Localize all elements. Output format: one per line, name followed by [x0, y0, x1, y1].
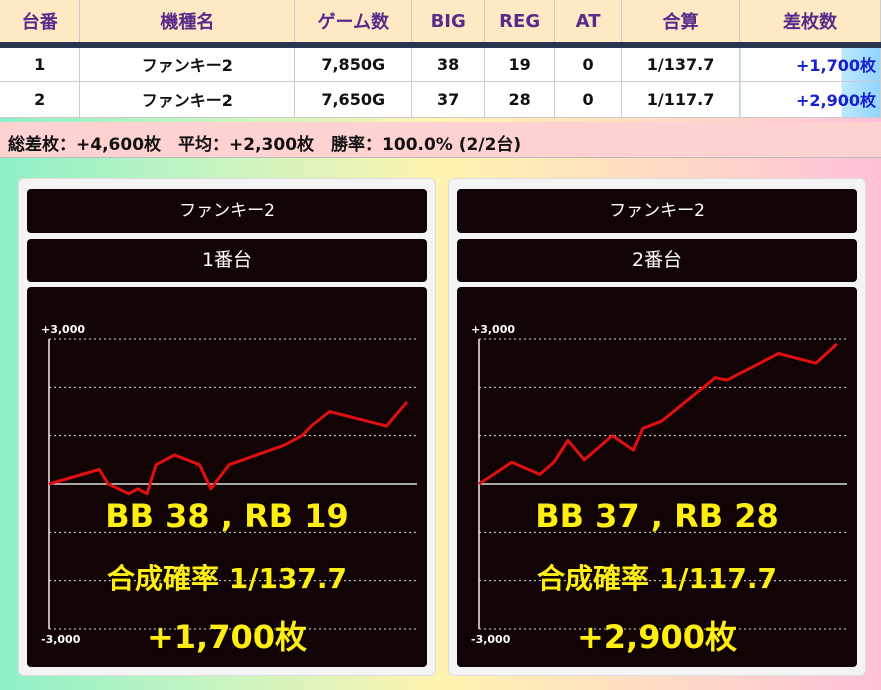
table-cell: 38	[411, 45, 486, 82]
table-cell: 7,850G	[294, 45, 413, 82]
unit-number-bar: 1番台	[27, 239, 427, 282]
probability-label: 合成確率 1/137.7	[106, 562, 348, 595]
table-cell: 0	[554, 45, 623, 82]
diff-label: +2,900枚	[576, 618, 738, 656]
table-cell: +1,700枚	[739, 45, 881, 82]
slump-chart: +3,000 -3,000 BB 38 , RB 19 合成確率 1/137.7 …	[27, 287, 427, 667]
column-header[interactable]: AT	[554, 0, 623, 48]
table-cell: 0	[554, 81, 623, 118]
table-cell: 1/117.7	[621, 81, 741, 118]
table-cell: 28	[484, 81, 556, 118]
unit-number-bar: 2番台	[457, 239, 857, 282]
probability-label: 合成確率 1/117.7	[536, 562, 778, 595]
table-cell: ファンキー2	[79, 45, 296, 82]
table-cell: 1	[0, 45, 81, 82]
series-line	[48, 400, 409, 496]
table-row[interactable]: 1 ファンキー2 7,850G 38 19 0 1/137.7 +1,700枚	[0, 45, 881, 82]
table-cell: 7,650G	[294, 81, 413, 118]
column-header[interactable]: 台番	[0, 0, 81, 48]
bb-rb-label: BB 37 , RB 28	[535, 497, 779, 535]
y-tick-label: +3,000	[471, 323, 515, 336]
panel-unit-1: ファンキー2 1番台 +3,000 -3,000 BB 38 , RB 19 合成…	[18, 178, 436, 676]
y-tick-label: -3,000	[41, 633, 81, 646]
table-row[interactable]: 2 ファンキー2 7,650G 37 28 0 1/117.7 +2,900枚	[0, 81, 881, 118]
table-cell: 2	[0, 81, 81, 118]
y-tick-label: -3,000	[471, 633, 511, 646]
bb-rb-label: BB 38 , RB 19	[105, 497, 349, 535]
column-header[interactable]: ゲーム数	[294, 0, 413, 48]
table-cell: 19	[484, 45, 556, 82]
machine-name-bar: ファンキー2	[457, 189, 857, 233]
series-line	[478, 342, 839, 486]
results-table: 台番 機種名 ゲーム数 BIG REG AT 合算 差枚数 1 ファンキー2 7,850G 38 19…	[0, 0, 881, 118]
machine-name-bar: ファンキー2	[27, 189, 427, 233]
chart-svg: +3,000 -3,000	[41, 323, 417, 646]
chart-svg: +3,000 -3,000	[471, 323, 847, 646]
column-header[interactable]: 差枚数	[739, 0, 881, 48]
panel-unit-2: ファンキー2 2番台 +3,000 -3,000 BB 37 , RB 28 合成…	[448, 178, 866, 676]
y-tick-label: +3,000	[41, 323, 85, 336]
table-cell: 37	[411, 81, 486, 118]
diff-label: +1,700枚	[146, 618, 308, 656]
summary-bar: 総差枚：+4,600枚 平均：+2,300枚 勝率：100.0% (2/2台)	[0, 122, 881, 158]
column-header[interactable]: 合算	[621, 0, 741, 48]
slump-chart: +3,000 -3,000 BB 37 , RB 28 合成確率 1/117.7 …	[457, 287, 857, 667]
column-header[interactable]: BIG	[411, 0, 486, 48]
column-header[interactable]: REG	[484, 0, 556, 48]
column-header[interactable]: 機種名	[79, 0, 296, 48]
table-cell: 1/137.7	[621, 45, 741, 82]
table-cell: +2,900枚	[739, 81, 881, 118]
table-cell: ファンキー2	[79, 81, 296, 118]
